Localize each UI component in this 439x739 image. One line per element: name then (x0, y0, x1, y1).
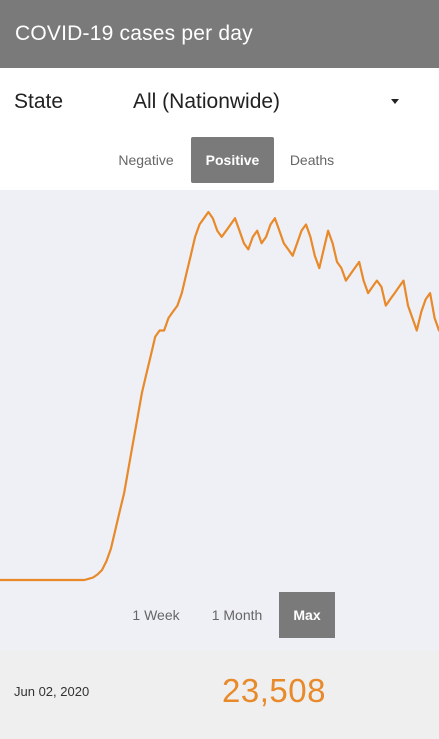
state-row: State All (Nationwide) (0, 68, 439, 134)
range-max-label: Max (293, 607, 321, 623)
range-1-week-button[interactable]: 1 Week (120, 592, 192, 638)
selected-value: 23,508 (222, 672, 326, 709)
selected-date: Jun 02, 2020 (14, 684, 90, 699)
range-1-week-label: 1 Week (132, 607, 180, 623)
app-header: COVID-19 cases per day (0, 0, 439, 68)
selected-point-footer: Jun 02, 2020 23,508 (0, 650, 439, 739)
tab-negative[interactable]: Negative (107, 137, 185, 183)
range-max-button[interactable]: Max (279, 592, 335, 638)
cases-series-line (0, 210, 439, 582)
state-dropdown[interactable]: All (Nationwide) (133, 82, 413, 122)
tab-negative-label: Negative (118, 152, 174, 168)
state-label: State (14, 90, 64, 113)
chart-area: 1 Week 1 Month Max (0, 190, 439, 650)
cases-line-chart (0, 210, 439, 582)
tab-deaths[interactable]: Deaths (278, 137, 346, 183)
tab-deaths-label: Deaths (289, 152, 335, 168)
range-1-month-label: 1 Month (211, 607, 263, 623)
page-title: COVID-19 cases per day (15, 22, 253, 45)
range-1-month-button[interactable]: 1 Month (201, 592, 273, 638)
dropdown-arrow-icon (391, 99, 399, 104)
tab-positive[interactable]: Positive (191, 137, 274, 183)
state-selected-value: All (Nationwide) (133, 90, 281, 113)
metric-tabs: Negative Positive Deaths (0, 134, 439, 190)
tab-positive-label: Positive (205, 152, 260, 168)
